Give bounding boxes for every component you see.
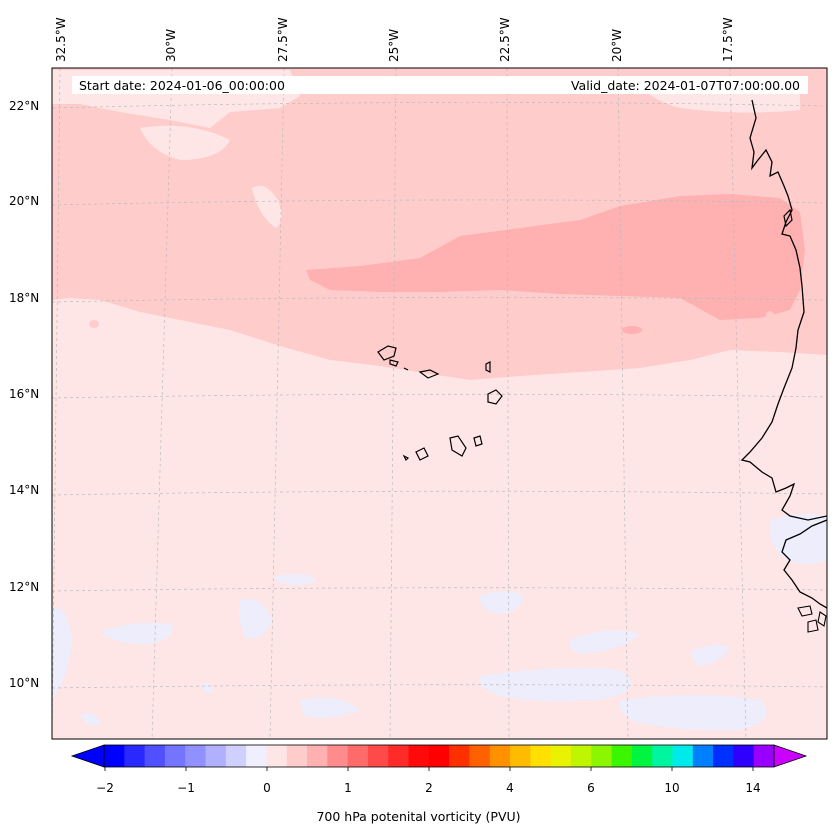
lon-label: 32.5°W [54, 17, 68, 62]
lon-label: 25°W [387, 28, 401, 62]
pv-shading-band-north [52, 68, 827, 380]
lon-label: 27.5°W [276, 17, 290, 62]
cape-verde-islands [377, 345, 503, 462]
colorbar-cell [388, 745, 410, 767]
colorbar-cell [327, 745, 349, 767]
colorbar-cell [164, 745, 186, 767]
colorbar-tick-label: 4 [506, 781, 514, 795]
colorbar-tick-label: 10 [664, 781, 680, 795]
colorbar-tick-label: 2 [425, 781, 433, 795]
pv-small-blobs [622, 326, 642, 334]
colorbar-cell [428, 745, 450, 767]
valid-date-label: Valid_date: 2024-01-07T07:00:00.00 [570, 78, 800, 93]
map-panel [51, 67, 828, 740]
colorbar-cell [205, 745, 227, 767]
colorbar-cell [570, 745, 592, 767]
lat-label: 22°N [9, 99, 40, 113]
colorbar-extend-high [773, 744, 808, 768]
colorbar-cell [713, 745, 734, 767]
lat-label: 16°N [9, 387, 40, 401]
colorbar-tick-label: 6 [587, 781, 595, 795]
colorbar-cell [185, 745, 207, 767]
colorbar-cell [692, 745, 714, 767]
pv-small-blobs [72, 105, 774, 328]
colorbar-cell [124, 745, 146, 767]
lon-label: 17.5°W [721, 17, 735, 62]
colorbar-cell [611, 745, 633, 767]
colorbar-cell [550, 745, 572, 767]
africa-coastline [740, 99, 827, 521]
colorbar-cell [652, 745, 673, 767]
lon-label: 30°W [164, 28, 178, 62]
colorbar-cell [144, 745, 166, 767]
colorbar-tick-label: −1 [177, 781, 195, 795]
colorbar-tick-label: 0 [263, 781, 271, 795]
lon-label: 22.5°W [498, 17, 512, 62]
colorbar-cell [449, 745, 470, 767]
colorbar-cell [631, 745, 653, 767]
africa-coastline [781, 519, 827, 609]
colorbar-cell [672, 745, 694, 767]
colorbar-title: 700 hPa potenital vorticity (PVU) [316, 809, 521, 824]
map-frame [51, 67, 828, 740]
colorbar-cell [266, 745, 288, 767]
colorbar-cell [530, 745, 552, 767]
colorbar-cell [510, 745, 531, 767]
lat-label: 12°N [9, 580, 40, 594]
colorbar-cell [307, 745, 328, 767]
colorbar-cell [489, 745, 511, 767]
lat-label: 14°N [9, 483, 40, 497]
colorbar-ticks [104, 767, 754, 771]
africa-coastline [797, 605, 827, 633]
lat-label: 18°N [9, 291, 40, 305]
colorbar-cell [347, 745, 369, 767]
lon-label: 20°W [610, 28, 624, 62]
colorbar-cell [246, 745, 267, 767]
start-date-label: Start date: 2024-01-06_00:00:00 [79, 78, 285, 93]
lat-label: 10°N [9, 676, 40, 690]
colorbar-cell [591, 745, 613, 767]
colorbar-frame [103, 744, 775, 768]
pv-negative-patches [52, 513, 827, 731]
lat-label: 20°N [9, 194, 40, 208]
colorbar [70, 744, 808, 771]
gridlines [52, 68, 827, 739]
colorbar-cell [367, 745, 389, 767]
colorbar-cell [733, 745, 755, 767]
colorbar-tick-label: −2 [96, 781, 114, 795]
colorbar-cell [286, 745, 308, 767]
colorbar-cell [104, 745, 125, 767]
africa-coastline [783, 208, 793, 228]
pv-shading-band-core [306, 194, 805, 320]
pv-shading-gap [140, 125, 230, 160]
colorbar-cell [408, 745, 430, 767]
pv-shading-gap [252, 185, 282, 228]
colorbar-tick-label: 1 [344, 781, 352, 795]
colorbar-extend-low [70, 744, 105, 768]
colorbar-cell [753, 745, 775, 767]
map-title-bar: Start date: 2024-01-06_00:00:00 Valid_da… [72, 76, 808, 94]
colorbar-cell [225, 745, 247, 767]
colorbar-cell [469, 745, 491, 767]
colorbar-tick-label: 14 [745, 781, 761, 795]
